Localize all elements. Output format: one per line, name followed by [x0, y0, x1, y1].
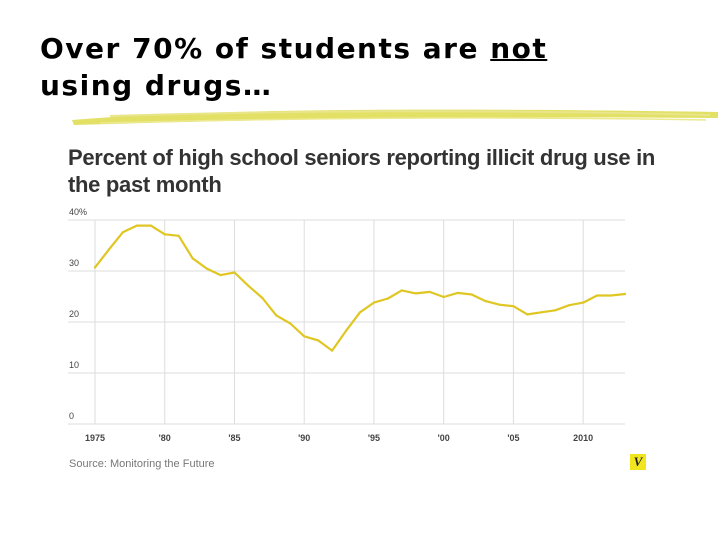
data-point: [540, 311, 543, 314]
data-point: [526, 313, 529, 316]
y-tick-label: 40%: [69, 207, 87, 217]
data-point: [582, 301, 585, 304]
x-tick-label: '05: [507, 433, 519, 443]
x-tick-label: '95: [368, 433, 380, 443]
data-point: [275, 314, 278, 317]
data-point: [414, 292, 417, 295]
y-tick-label: 30: [69, 258, 79, 268]
data-point: [303, 335, 306, 338]
y-tick-label: 20: [69, 309, 79, 319]
vox-logo: V: [630, 454, 646, 470]
data-point: [372, 301, 375, 304]
slide-title: Over 70% of students are not using drugs…: [40, 30, 547, 104]
data-point: [149, 224, 152, 227]
data-point: [568, 304, 571, 307]
data-point: [177, 234, 180, 237]
slide-title-line1: Over 70% of students are: [40, 32, 479, 65]
brush-stroke-streak: [99, 117, 707, 124]
data-point: [484, 300, 487, 303]
data-point: [456, 291, 459, 294]
brush-stroke-streak: [109, 110, 711, 117]
slide-title-line2: using drugs…: [40, 69, 273, 102]
data-point: [470, 293, 473, 296]
data-point: [331, 349, 334, 352]
brush-stroke-underline: [72, 109, 718, 125]
data-point: [554, 309, 557, 312]
data-point: [442, 295, 445, 299]
data-point: [428, 290, 431, 293]
data-point: [233, 271, 236, 274]
chart-title: Percent of high school seniors reporting…: [68, 145, 656, 197]
data-point: [498, 303, 501, 306]
x-tick-label: '85: [228, 433, 240, 443]
data-point: [386, 297, 389, 300]
data-point: [247, 284, 250, 287]
data-point: [93, 266, 97, 269]
x-tick-label: '90: [298, 433, 310, 443]
data-point: [345, 329, 348, 332]
data-point: [121, 231, 124, 234]
data-point: [191, 257, 194, 260]
data-point: [289, 322, 292, 325]
slide-title-emphasis: not: [490, 32, 548, 65]
y-tick-label: 10: [69, 360, 79, 370]
data-point: [261, 296, 264, 300]
data-point: [610, 294, 613, 297]
data-point: [163, 233, 166, 236]
data-point: [317, 339, 320, 342]
data-point: [596, 294, 599, 297]
data-point: [205, 267, 208, 270]
y-tick-label: 0: [69, 411, 74, 421]
x-tick-label: '00: [438, 433, 450, 443]
data-point: [623, 292, 627, 296]
data-point: [135, 224, 138, 227]
data-point: [512, 305, 515, 308]
source-note: Source: Monitoring the Future: [69, 458, 215, 470]
data-point: [219, 274, 222, 277]
x-tick-label: 2010: [573, 433, 593, 443]
x-tick-label: 1975: [85, 433, 105, 443]
data-point: [400, 289, 403, 292]
x-tick-label: '80: [159, 433, 171, 443]
series-line: [93, 224, 627, 352]
data-point: [107, 248, 110, 251]
data-point: [358, 311, 362, 314]
